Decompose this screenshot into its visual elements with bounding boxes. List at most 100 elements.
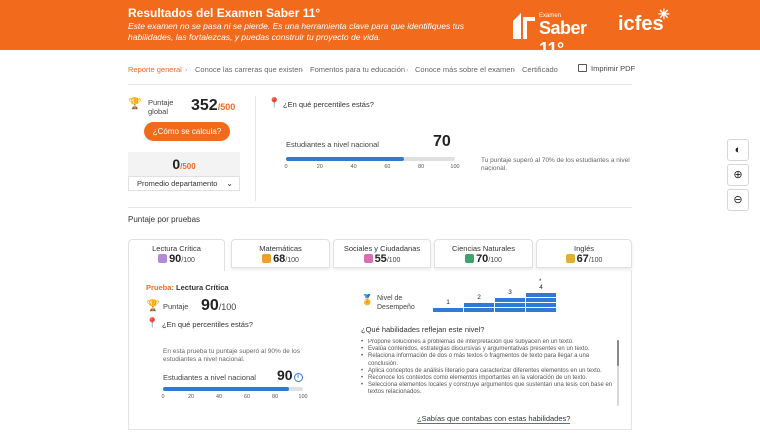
scale-tick: 40 [215,394,223,400]
header-banner: Resultados del Examen Saber 11° Este exa… [0,0,760,59]
scale-tick: 0 [161,394,165,400]
scrollbar-thumb[interactable] [617,340,619,366]
subject-national-label: Estudiantes a nivel nacional [163,373,256,382]
tab-leaf[interactable]: Ciencias Naturales 70/100 [434,239,533,268]
subject-score: 90/100 [201,297,236,315]
crumb-carreras[interactable]: Conoce las carreras que existen [195,65,303,74]
subject-national-value: 90 [277,367,293,383]
subject-percentile-note: En esta prueba tu puntaje superó al 90% … [163,348,300,363]
book-icon [158,254,168,263]
scale-tick: 20 [316,164,323,170]
scale-tick: 20 [187,394,195,400]
tab-people[interactable]: Sociales y Ciudadanas 55/100 [333,239,431,268]
skill-item: Evalúa contenidos, estrategias discursiv… [361,346,613,353]
tab-score: 55/100 [334,253,430,265]
tab-score: 70/100 [435,253,532,265]
skill-item: Reconoce los contextos como elementos im… [361,375,613,382]
level-bar-3 [495,308,525,312]
calculator-icon [262,254,272,263]
tab-chat[interactable]: Inglés 67/100 [536,239,632,268]
info-icon[interactable]: i [293,373,303,382]
subject-score-value: 90 [201,297,219,314]
level-bar-4 [526,308,556,312]
scale-tick: 40 [350,164,357,170]
page-title: Resultados del Examen Saber 11° [128,6,321,20]
percentile-note: Tu puntaje superó al 70% de los estudian… [481,157,630,172]
leaf-icon [465,254,475,263]
contrast-button[interactable]: ◐ [727,139,749,161]
scale-fill [163,387,289,391]
tab-score-max: /100 [588,257,603,264]
tab-score: 68/100 [232,253,329,265]
trophy-icon: 🏆 [146,300,160,312]
percentile-scale: 0 20 40 60 80 100 [284,157,460,181]
prueba-name: Lectura Crítica [176,283,229,292]
zoom-in-icon: ⊕ [733,169,743,181]
crumb-reporte-general[interactable]: Reporte general [128,65,182,74]
scale-tick: 80 [418,164,425,170]
divider [128,84,632,85]
location-pin-icon: 📍 [268,98,281,109]
level-bar-3 [495,298,525,302]
subject-percentile-scale: 0 20 40 60 80 100 [161,387,308,411]
level-number: 3 [508,289,512,296]
skills-question: ¿Qué habilidades reflejan este nivel? [361,325,485,334]
divider [128,207,632,208]
department-score-value: 0 [172,156,181,172]
tab-name: Matemáticas [259,244,302,253]
contrast-icon: ◐ [734,144,742,156]
level-number: 2 [477,294,481,301]
global-score: 352/500 [191,97,235,115]
zoom-out-button[interactable]: ⊖ [727,189,749,211]
tab-score: 90/100 [129,253,224,265]
people-icon [363,254,373,263]
chevron-right-icon: › [185,65,188,74]
level-number: 1 [446,299,450,306]
skills-link[interactable]: ¿Sabías que contabas con estas habilidad… [417,414,571,424]
department-select-value: Promedio departamento [137,179,218,188]
print-pdf-button[interactable]: Imprimir PDF [578,64,635,73]
level-bar-2 [464,308,494,312]
tab-name: Sociales y Ciudadanas [343,244,421,253]
banner-subtitle: Este examen no se pasa ni se pierde. Es … [128,21,464,42]
printer-icon [578,64,587,72]
scale-tick: 60 [384,164,391,170]
chevron-down-icon: ⌄ [226,179,233,188]
tab-book[interactable]: Lectura Crítica 90/100 [128,239,225,271]
tab-score-max: /100 [386,257,401,264]
crumb-examen[interactable]: Conoce más sobre el examen [415,65,515,74]
tab-score-value: 68 [273,253,286,265]
national-percentile: 70 [433,133,451,150]
brand-examen: Examen [539,13,562,19]
tab-score-max: /100 [488,257,502,264]
tab-score: 67/100 [537,253,631,265]
percentile-question: ¿En qué percentiles estás? [283,100,374,109]
tab-score-max: /100 [181,257,195,264]
scale-tick: 100 [298,394,308,400]
subject-national-percentile: 90 i [277,367,303,383]
scale-fill [286,157,405,161]
level-bar-4 [526,298,556,302]
skill-item: Propone soluciones a problemas de interp… [361,339,613,346]
global-score-label: Puntaje global [148,98,174,116]
tab-name: Lectura Crítica [152,244,201,253]
department-score-max: /500 [180,162,196,171]
zoom-in-button[interactable]: ⊕ [727,164,749,186]
how-calculated-button[interactable]: ¿Cómo se calcula? [144,122,230,141]
crumb-fomentos[interactable]: Fomentos para tu educación [310,65,406,74]
tab-calculator[interactable]: Matemáticas 68/100 [231,239,330,268]
chevron-right-icon: › [513,65,516,74]
tab-name: Inglés [573,244,594,253]
national-label: Estudiantes a nivel nacional [286,140,379,149]
breadcrumb: Reporte general › Conoce las carreras qu… [128,65,638,77]
subject-detail-panel [128,270,632,430]
department-select[interactable]: Promedio departamento ⌄ [128,176,240,191]
icfes-logo: icfes ✳ [618,6,670,36]
subject-score-label: Puntaje [163,302,189,311]
skills-list[interactable]: Propone soluciones a problemas de interp… [361,339,613,407]
skills-scrollbar[interactable] [617,340,619,406]
skill-item: Selecciona elementos locales y construye… [361,382,613,396]
crumb-certificado[interactable]: Certificado [522,65,558,74]
subject-score-max: /100 [218,302,237,312]
snowflake-icon: ✳ [658,6,670,22]
